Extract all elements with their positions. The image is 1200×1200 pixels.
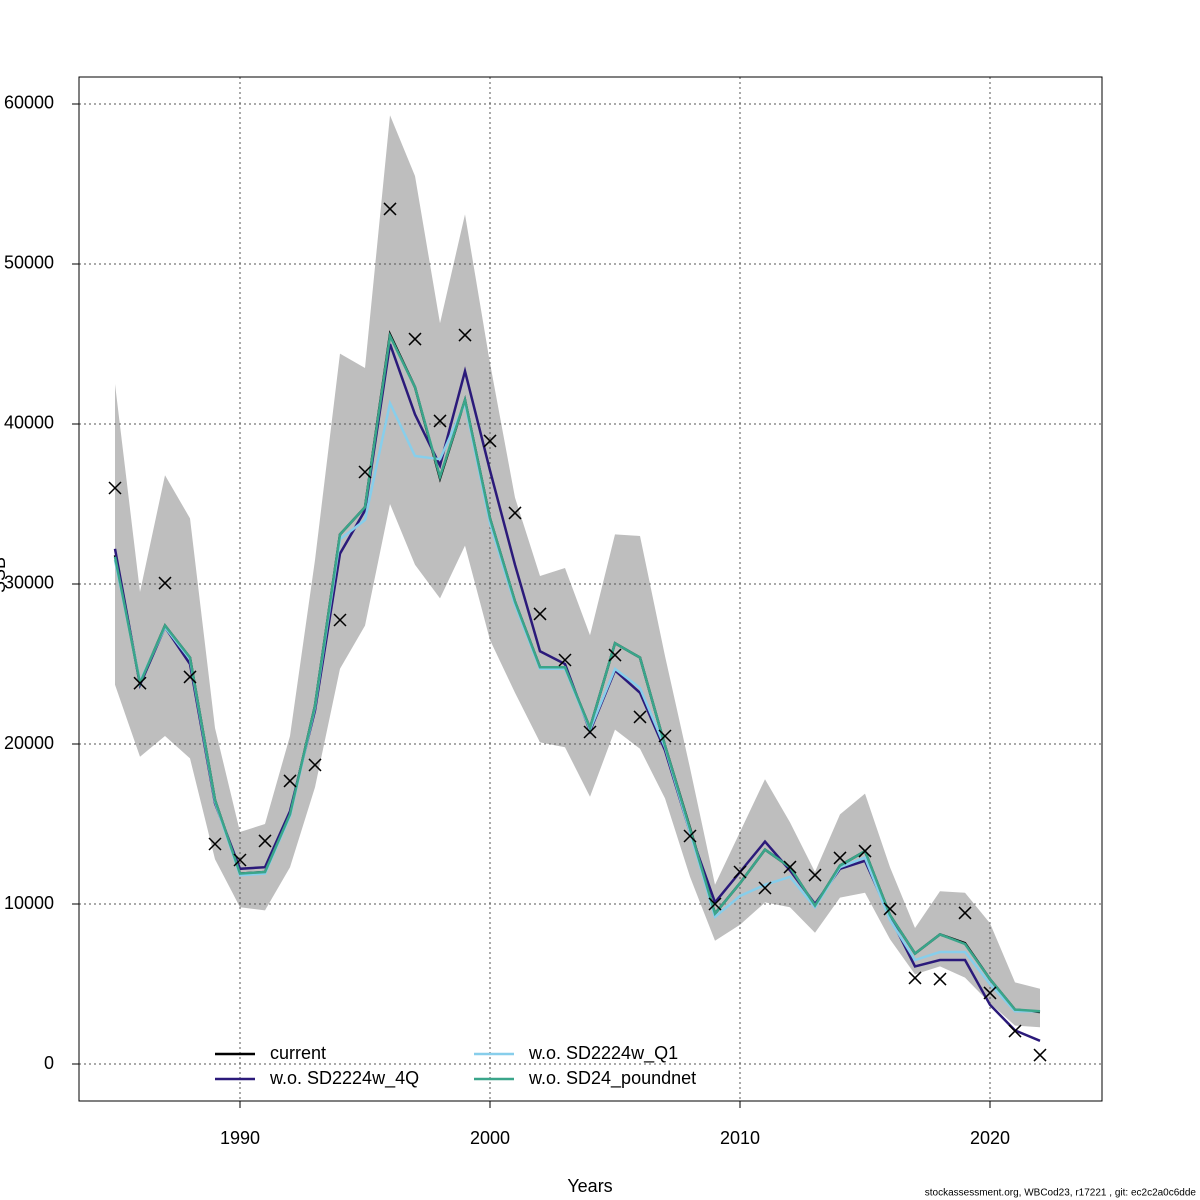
- observation: [308, 758, 322, 772]
- observation: [683, 829, 697, 843]
- observation: [408, 332, 422, 346]
- observation: [108, 481, 122, 495]
- observation: [158, 576, 172, 590]
- observation: [458, 328, 472, 342]
- confidence-band: [115, 115, 1040, 1028]
- observation: [1008, 1024, 1022, 1038]
- legend-label: w.o. SD2224w_Q1: [528, 1043, 678, 1064]
- observation: [483, 434, 497, 448]
- observation: [383, 202, 397, 216]
- y-tick-label: 50000: [4, 253, 54, 273]
- observation: [658, 729, 672, 743]
- x-tick-label: 2010: [720, 1128, 760, 1148]
- y-tick-label: 60000: [4, 93, 54, 113]
- legend-label: current: [270, 1043, 326, 1063]
- legend-label: w.o. SD24_poundnet: [528, 1068, 696, 1089]
- observation: [633, 710, 647, 724]
- observation: [133, 676, 147, 690]
- observation: [558, 653, 572, 667]
- x-tick-label: 2000: [470, 1128, 510, 1148]
- y-axis-label: SSB: [0, 557, 9, 593]
- plot-frame: [78, 76, 1103, 1102]
- x-tick-label: 2020: [970, 1128, 1010, 1148]
- observation: [583, 725, 597, 739]
- observation: [758, 881, 772, 895]
- observation: [933, 972, 947, 986]
- observation: [983, 986, 997, 1000]
- observation: [883, 902, 897, 916]
- observation: [733, 865, 747, 879]
- observation: [858, 844, 872, 858]
- observation: [808, 868, 822, 882]
- y-tick-label: 10000: [4, 893, 54, 913]
- observation: [608, 648, 622, 662]
- y-tick-label: 0: [44, 1053, 54, 1073]
- observation: [783, 860, 797, 874]
- observation: [833, 851, 847, 865]
- observation: [233, 853, 247, 867]
- legend-label: w.o. SD2224w_4Q: [269, 1068, 419, 1089]
- observation: [208, 837, 222, 851]
- y-tick-label: 20000: [4, 733, 54, 753]
- observation: [358, 465, 372, 479]
- footnote: stockassessment.org, WBCod23, r17221 , g…: [925, 1188, 1197, 1199]
- observation: [283, 774, 297, 788]
- observation: [258, 834, 272, 848]
- observation: [533, 607, 547, 621]
- x-tick-label: 1990: [220, 1128, 260, 1148]
- observation: [908, 971, 922, 985]
- observation: [708, 897, 722, 911]
- observation: [433, 414, 447, 428]
- observation: [958, 906, 972, 920]
- observation: [508, 506, 522, 520]
- observation: [333, 613, 347, 627]
- observation: [183, 670, 197, 684]
- y-tick-label: 30000: [4, 573, 54, 593]
- x-axis-label: Years: [567, 1176, 612, 1196]
- y-tick-label: 40000: [4, 413, 54, 433]
- observation: [1033, 1048, 1047, 1062]
